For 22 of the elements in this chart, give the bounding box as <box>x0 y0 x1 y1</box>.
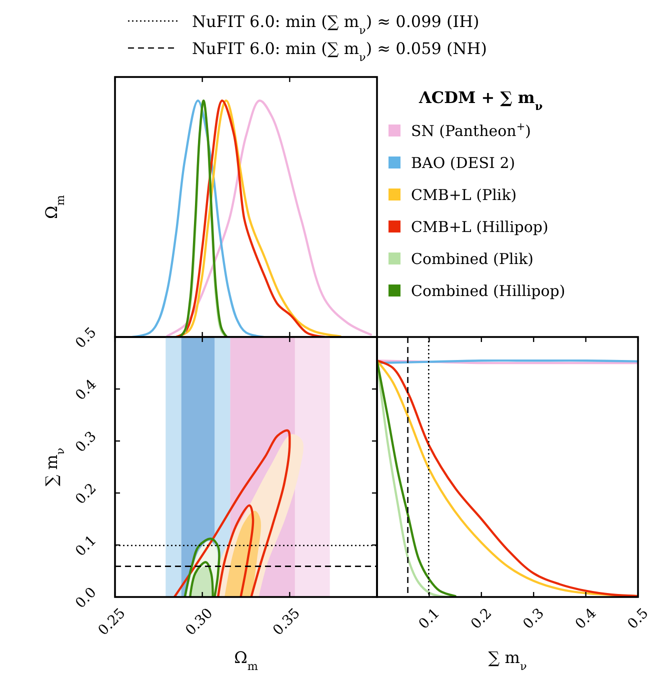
y-tick-label: 0.5 <box>72 324 100 352</box>
x-tick-label: 0.4 <box>572 605 600 632</box>
legend-label: NuFIT 6.0: min (∑ m$_{ν}$) ≈ 0.059 (NH) <box>192 39 487 64</box>
x-tick-label: 0.3 <box>520 605 548 632</box>
y-tick-label: 0.0 <box>72 584 100 612</box>
x-axis-title: Ω$_{m}$ <box>234 648 258 672</box>
x-axis-title: ∑ m$_{ν}$ <box>488 648 527 672</box>
y-tick-label: 0.3 <box>72 428 100 456</box>
y-tick-label: 0.2 <box>72 480 100 508</box>
legend-label: Combined (Hillipop) <box>411 282 566 300</box>
legend-label: CMB+L (Plik) <box>411 186 517 204</box>
x-tick-label: 0.2 <box>468 605 496 632</box>
y-tick-label: 0.1 <box>72 532 100 560</box>
y-tick-label: 0.4 <box>72 376 100 404</box>
legend-label: BAO (DESI 2) <box>411 154 516 172</box>
x-tick-label: 0.5 <box>624 605 652 632</box>
legend-label: Combined (Plik) <box>411 250 534 268</box>
legend-title: ΛCDM + ∑ m$_{ν}$ <box>418 88 543 113</box>
legend-label: NuFIT 6.0: min (∑ m$_{ν}$) ≈ 0.099 (IH) <box>192 12 480 36</box>
legend-label: SN (Pantheon$^{+}$) <box>411 121 531 140</box>
x-tick-label: 0.1 <box>416 605 443 632</box>
legend-label: CMB+L (Hillipop) <box>411 218 548 236</box>
